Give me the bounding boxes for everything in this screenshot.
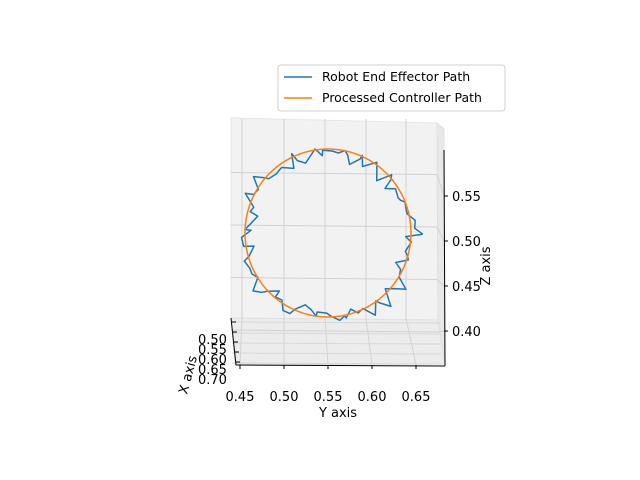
grid-lines xyxy=(230,119,445,366)
z-tick-label-2: 0.50 xyxy=(452,235,481,250)
floor-grid-x-4 xyxy=(231,362,442,365)
z-tick-label-3: 0.55 xyxy=(452,190,481,205)
grid-line-z-1 xyxy=(230,277,438,280)
floor-grid-y-2 xyxy=(324,317,329,366)
series-line-processed-controller-path xyxy=(244,148,412,318)
tick-labels: 0.45 0.50 0.55 0.60 0.650.500.550.600.650.70… xyxy=(198,190,481,405)
y-tick-label-1: 0.50 xyxy=(270,390,299,405)
floor-grid-x-3 xyxy=(231,352,442,355)
axes xyxy=(230,149,446,367)
x-tick-label-2: 0.60 xyxy=(198,353,227,368)
x-tick-label-1: 0.55 xyxy=(198,343,227,358)
floor-grid-x-2 xyxy=(231,342,442,345)
side-grid-z-0 xyxy=(436,330,445,333)
grid-line-z-2 xyxy=(230,224,438,228)
side-grid-z-3 xyxy=(436,174,445,197)
floor-grid-y-0 xyxy=(239,317,243,366)
y-axis-label: Y axis xyxy=(318,406,357,421)
legend-box xyxy=(277,64,506,112)
y-tick-label-4: 0.65 xyxy=(402,390,431,405)
legend: Robot End Effector Path Processed Contro… xyxy=(277,64,506,112)
z-tick-label-0: 0.40 xyxy=(452,325,481,340)
legend-label-robot-end-effector-path: Robot End Effector Path xyxy=(322,69,470,84)
x-tick-label-0: 0.50 xyxy=(198,333,227,348)
floor-grid-y-4 xyxy=(405,317,417,366)
series-line-robot-end-effector-path xyxy=(240,148,424,322)
x-tick-label-3: 0.65 xyxy=(198,363,227,378)
side-grid-z-2 xyxy=(436,226,445,242)
x-axis-line xyxy=(230,317,237,366)
x-tick-label-4: 0.70 xyxy=(198,373,227,388)
grid-line-z-3 xyxy=(230,172,438,175)
y-tick-label-3: 0.60 xyxy=(358,390,387,405)
floor-grid-y-3 xyxy=(365,317,373,366)
y-tick-label-0: 0.45 xyxy=(226,390,255,405)
z-tick-label-1: 0.45 xyxy=(452,280,481,295)
side-grid-z-1 xyxy=(436,279,445,287)
back-pane xyxy=(230,117,439,321)
y-axis-line xyxy=(235,364,446,367)
z-axis-label: Z axis xyxy=(479,246,494,285)
floor-grid-x-0 xyxy=(231,321,442,324)
chart-panes xyxy=(230,117,446,366)
y-tick-label-2: 0.55 xyxy=(314,390,343,405)
data-series xyxy=(240,148,424,322)
floor-grid-x-1 xyxy=(231,332,442,335)
floor-pane xyxy=(230,317,446,366)
z-axis-line xyxy=(443,149,446,367)
legend-label-processed-controller-path: Processed Controller Path xyxy=(322,90,482,105)
grid-line-z-0 xyxy=(230,329,438,333)
